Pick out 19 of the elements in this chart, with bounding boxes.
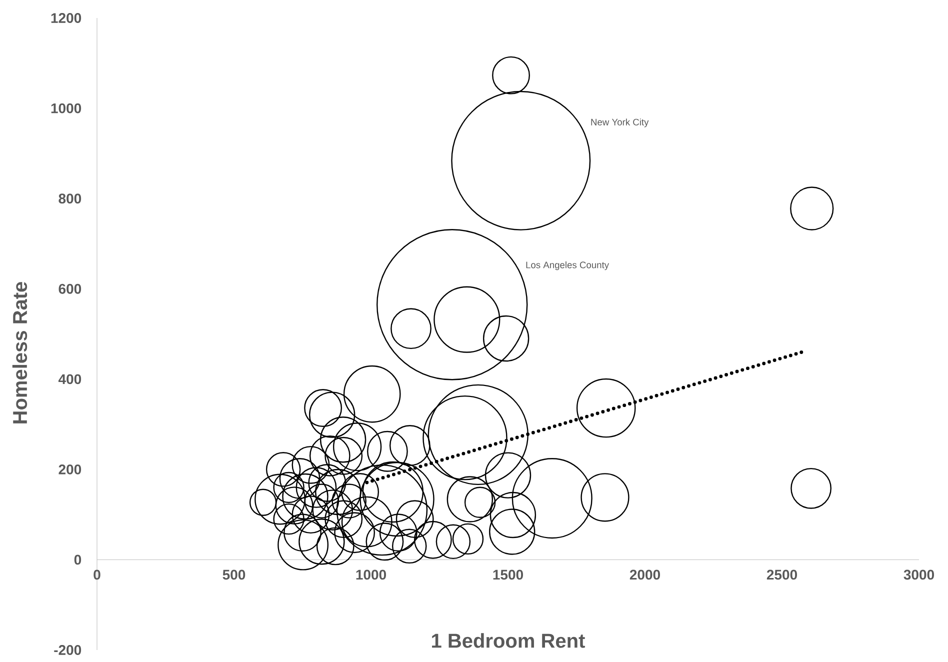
y-tick-label: 0 [74, 554, 82, 565]
y-tick-label: 800 [58, 194, 82, 204]
x-tick-label: 2000 [630, 570, 660, 580]
x-tick-label: 2500 [766, 570, 797, 580]
x-tick-label: 1500 [493, 570, 523, 580]
y-tick-label: 600 [58, 284, 82, 294]
x-tick-label: 0 [94, 570, 100, 580]
y-tick-label: 1200 [51, 13, 82, 23]
annotation: Los Angeles County [526, 261, 610, 270]
annotation: New York City [591, 118, 649, 128]
x-axis-title: 1 Bedroom Rent [432, 633, 585, 648]
y-tick-label: 200 [58, 464, 82, 474]
y-axis-title: Homeless Rate [12, 282, 28, 424]
x-tick-label: 500 [222, 570, 246, 580]
y-tick-label: 400 [58, 374, 82, 384]
y-tick-label: -200 [54, 645, 82, 655]
y-tick-label: 1000 [51, 103, 82, 114]
x-tick-label: 3000 [904, 570, 934, 580]
x-tick-label: 1000 [356, 570, 386, 580]
